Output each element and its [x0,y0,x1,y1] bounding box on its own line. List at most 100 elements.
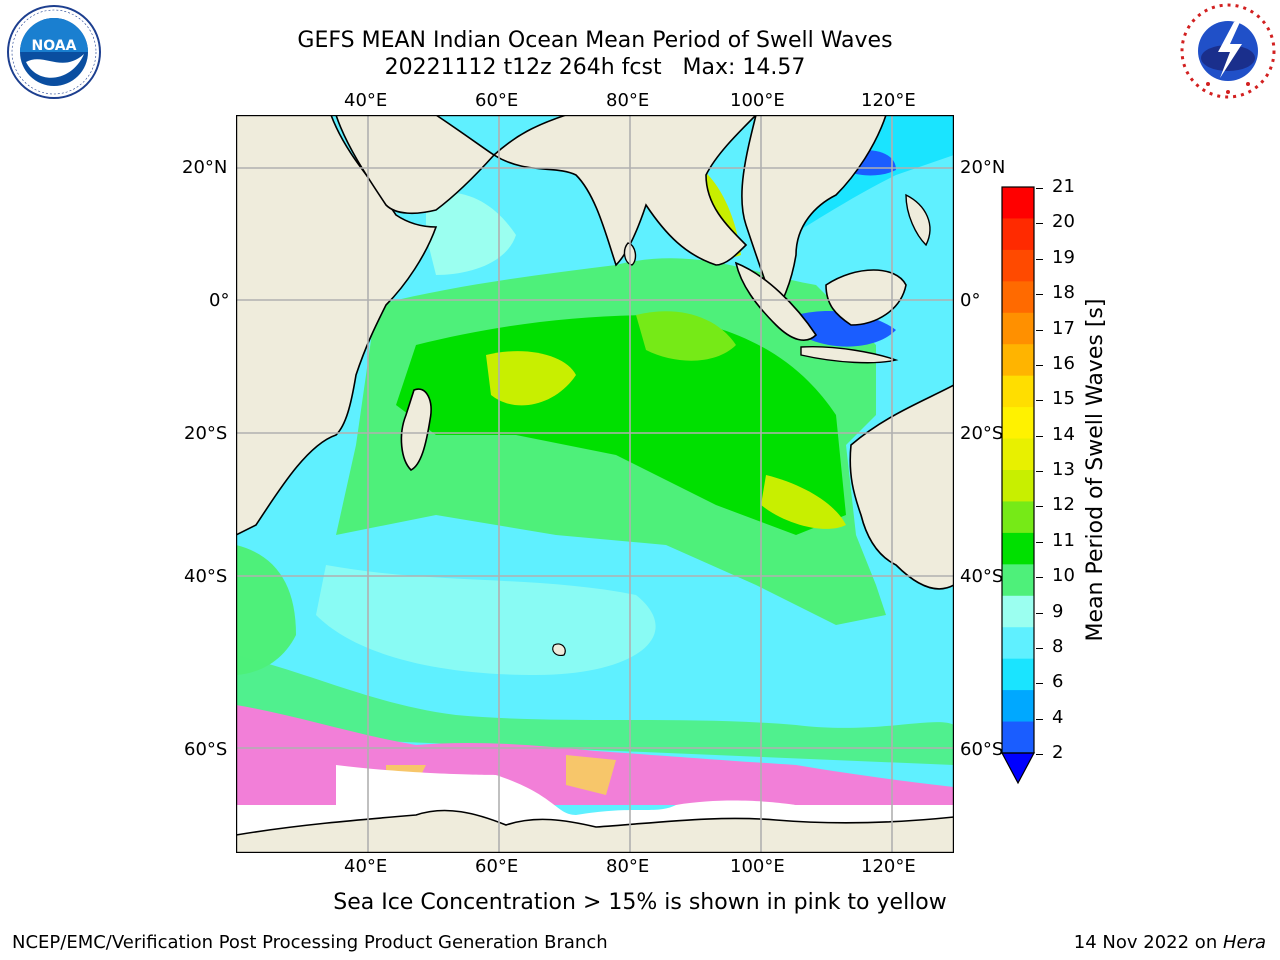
land-australia [849,384,954,590]
colorbar-tick-label: 15 [1052,388,1075,410]
swell-patch-yellow-1 [486,351,576,406]
lon-label-bottom-60e: 60°E [475,856,519,877]
colorbar-segment [1002,375,1034,408]
swell-green-southern-belt [236,655,954,765]
noaa-logo-text: NOAA [32,38,77,54]
colorbar [1000,186,1036,786]
colorbar-segment [1002,470,1034,502]
chart-title: GEFS MEAN Indian Ocean Mean Period of Sw… [297,28,893,53]
land-india [492,115,758,267]
land-java [800,345,899,364]
lon-label-top-60e: 60°E [475,90,519,111]
colorbar-segment [1002,721,1034,754]
lat-label-right-20n: 20°N [960,157,1006,178]
colorbar-tick-labels: 21 20 19 18 17 16 15 14 13 12 11 10 9 8 6 4 2 [1036,176,1102,768]
land-sumatra [734,261,818,341]
colorbar-tick-label: 12 [1052,494,1075,516]
lat-label-left-60s: 60°S [184,739,228,760]
lon-label-bottom-120e: 120°E [861,856,916,877]
colorbar-tick-label: 14 [1052,423,1075,445]
colorbar-tick-mark [1036,294,1043,296]
colorbar-tick-mark [1036,647,1043,649]
lon-label-bottom-80e: 80°E [606,856,650,877]
swell-green-sw [236,545,296,675]
colorbar-tick-label: 17 [1052,317,1075,339]
colorbar-segment [1002,627,1034,660]
swell-patch-yellow-3 [761,475,846,529]
colorbar-segment [1002,281,1034,314]
colorbar-tick-label: 11 [1052,529,1075,551]
lat-label-right-20s: 20°S [960,423,1004,444]
footer-credit: NCEP/EMC/Verification Post Processing Pr… [12,932,608,953]
colorbar-tick-label: 4 [1052,706,1064,728]
lat-label-right-60s: 60°S [960,739,1004,760]
colorbar-tick-label: 2 [1052,742,1064,763]
colorbar-tick-mark [1036,506,1043,508]
lon-label-bottom-40e: 40°E [344,856,388,877]
colorbar-segment [1002,690,1034,723]
colorbar-tick-mark [1036,258,1043,260]
colorbar-tick-label: 10 [1052,565,1075,587]
colorbar-extend-arrow [1001,752,1035,785]
graticule [236,115,954,853]
swell-patch-lime [636,311,736,361]
footer-date: 14 Nov 2022 on Hera [1074,932,1266,953]
lon-label-top-120e: 120°E [861,90,916,111]
colorbar-tick-mark [1036,329,1043,331]
colorbar-tick-mark [1036,718,1043,720]
chart-subtitle: 20221112 t12z 264h fcst Max: 14.57 [384,55,806,80]
colorbar-tick-label: 9 [1052,600,1064,622]
lon-label-bottom-100e: 100°E [730,856,785,877]
colorbar-tick-mark [1036,541,1043,543]
map-frame [236,115,954,853]
colorbar-tick-mark [1036,683,1043,685]
colorbar-segment [1002,187,1034,219]
colorbar-segment [1002,658,1034,691]
colorbar-segment [1002,564,1034,597]
noaa-logo: NOAA [4,4,104,100]
swell-pale-south [316,565,656,675]
colorbar-segment [1002,438,1034,471]
colorbar-tick-label: 8 [1052,635,1064,657]
nws-logo [1178,2,1278,100]
colorbar-label: Mean Period of Swell Waves [s] [1083,298,1108,642]
colorbar-segment [1002,595,1034,628]
lon-label-top-40e: 40°E [344,90,388,111]
lat-label-left-40s: 40°S [184,566,228,587]
land-philippines [905,193,931,247]
colorbar-tick-mark [1036,400,1043,402]
colorbar-tick-label: 19 [1052,246,1075,268]
colorbar-tick-mark [1036,471,1043,472]
colorbar-frame [1001,186,1035,754]
colorbar-tick-mark [1036,754,1043,755]
colorbar-tick-mark [1036,612,1043,614]
lon-label-top-100e: 100°E [730,90,785,111]
colorbar-segment [1002,532,1034,565]
footer-date-text: 14 Nov 2022 on [1073,932,1223,953]
colorbar-tick-label: 20 [1052,211,1075,233]
lat-label-right-0: 0° [960,290,981,311]
colorbar-tick-label: 13 [1052,459,1075,480]
sea-ice-note: Sea Ice Concentration > 15% is shown in … [333,890,947,915]
lat-label-right-40s: 40°S [960,566,1004,587]
colorbar-segment [1002,407,1034,440]
lat-label-left-20n: 20°N [182,157,228,178]
colorbar-tick-mark [1036,364,1043,366]
colorbar-segment [1002,249,1034,282]
colorbar-tick-mark [1036,577,1043,579]
land-madagascar [400,388,432,471]
land-kerguelen [552,643,566,656]
lat-label-left-20s: 20°S [184,423,228,444]
swell-pale-arabian [426,192,516,275]
swell-period-map [236,115,954,853]
footer-machine: Hera [1222,932,1266,953]
colorbar-tick-mark [1036,223,1043,225]
land-antarctica [236,809,954,853]
colorbar-tick-mark [1036,435,1043,437]
colorbar-tick-label: 21 [1052,176,1075,197]
colorbar-tick-label: 16 [1052,352,1075,374]
colorbar-tick-mark [1036,188,1043,189]
colorbar-segment [1002,344,1034,377]
colorbar-tick-label: 6 [1052,671,1064,693]
land-arabia [335,115,496,215]
